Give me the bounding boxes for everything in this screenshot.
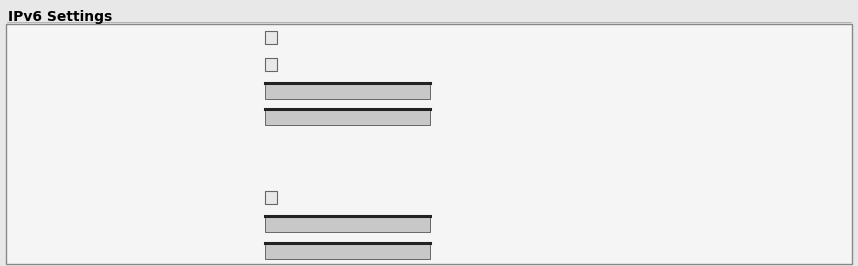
Text: ::/0: ::/0 [268,86,284,96]
Text: Enabled: Enabled [12,32,57,42]
Text: ::/0: ::/0 [265,139,283,149]
Text: Gateway: Gateway [12,112,62,122]
Text: ::/0: ::/0 [265,166,283,176]
Text: Use DHCP to obtain DNS server addresses: Use DHCP to obtain DNS server addresses [12,192,247,202]
Text: IP Address 1: IP Address 1 [12,86,81,96]
Text: Auto Configuration: Auto Configuration [12,59,118,69]
Text: Alternate DNS Server: Alternate DNS Server [12,246,131,256]
Text: IPv6 Settings: IPv6 Settings [8,10,112,24]
Text: Link Local Address: Link Local Address [12,139,115,149]
Text: Preferred DNS Server: Preferred DNS Server [12,219,131,229]
Text: IP Address 2: IP Address 2 [12,166,81,176]
